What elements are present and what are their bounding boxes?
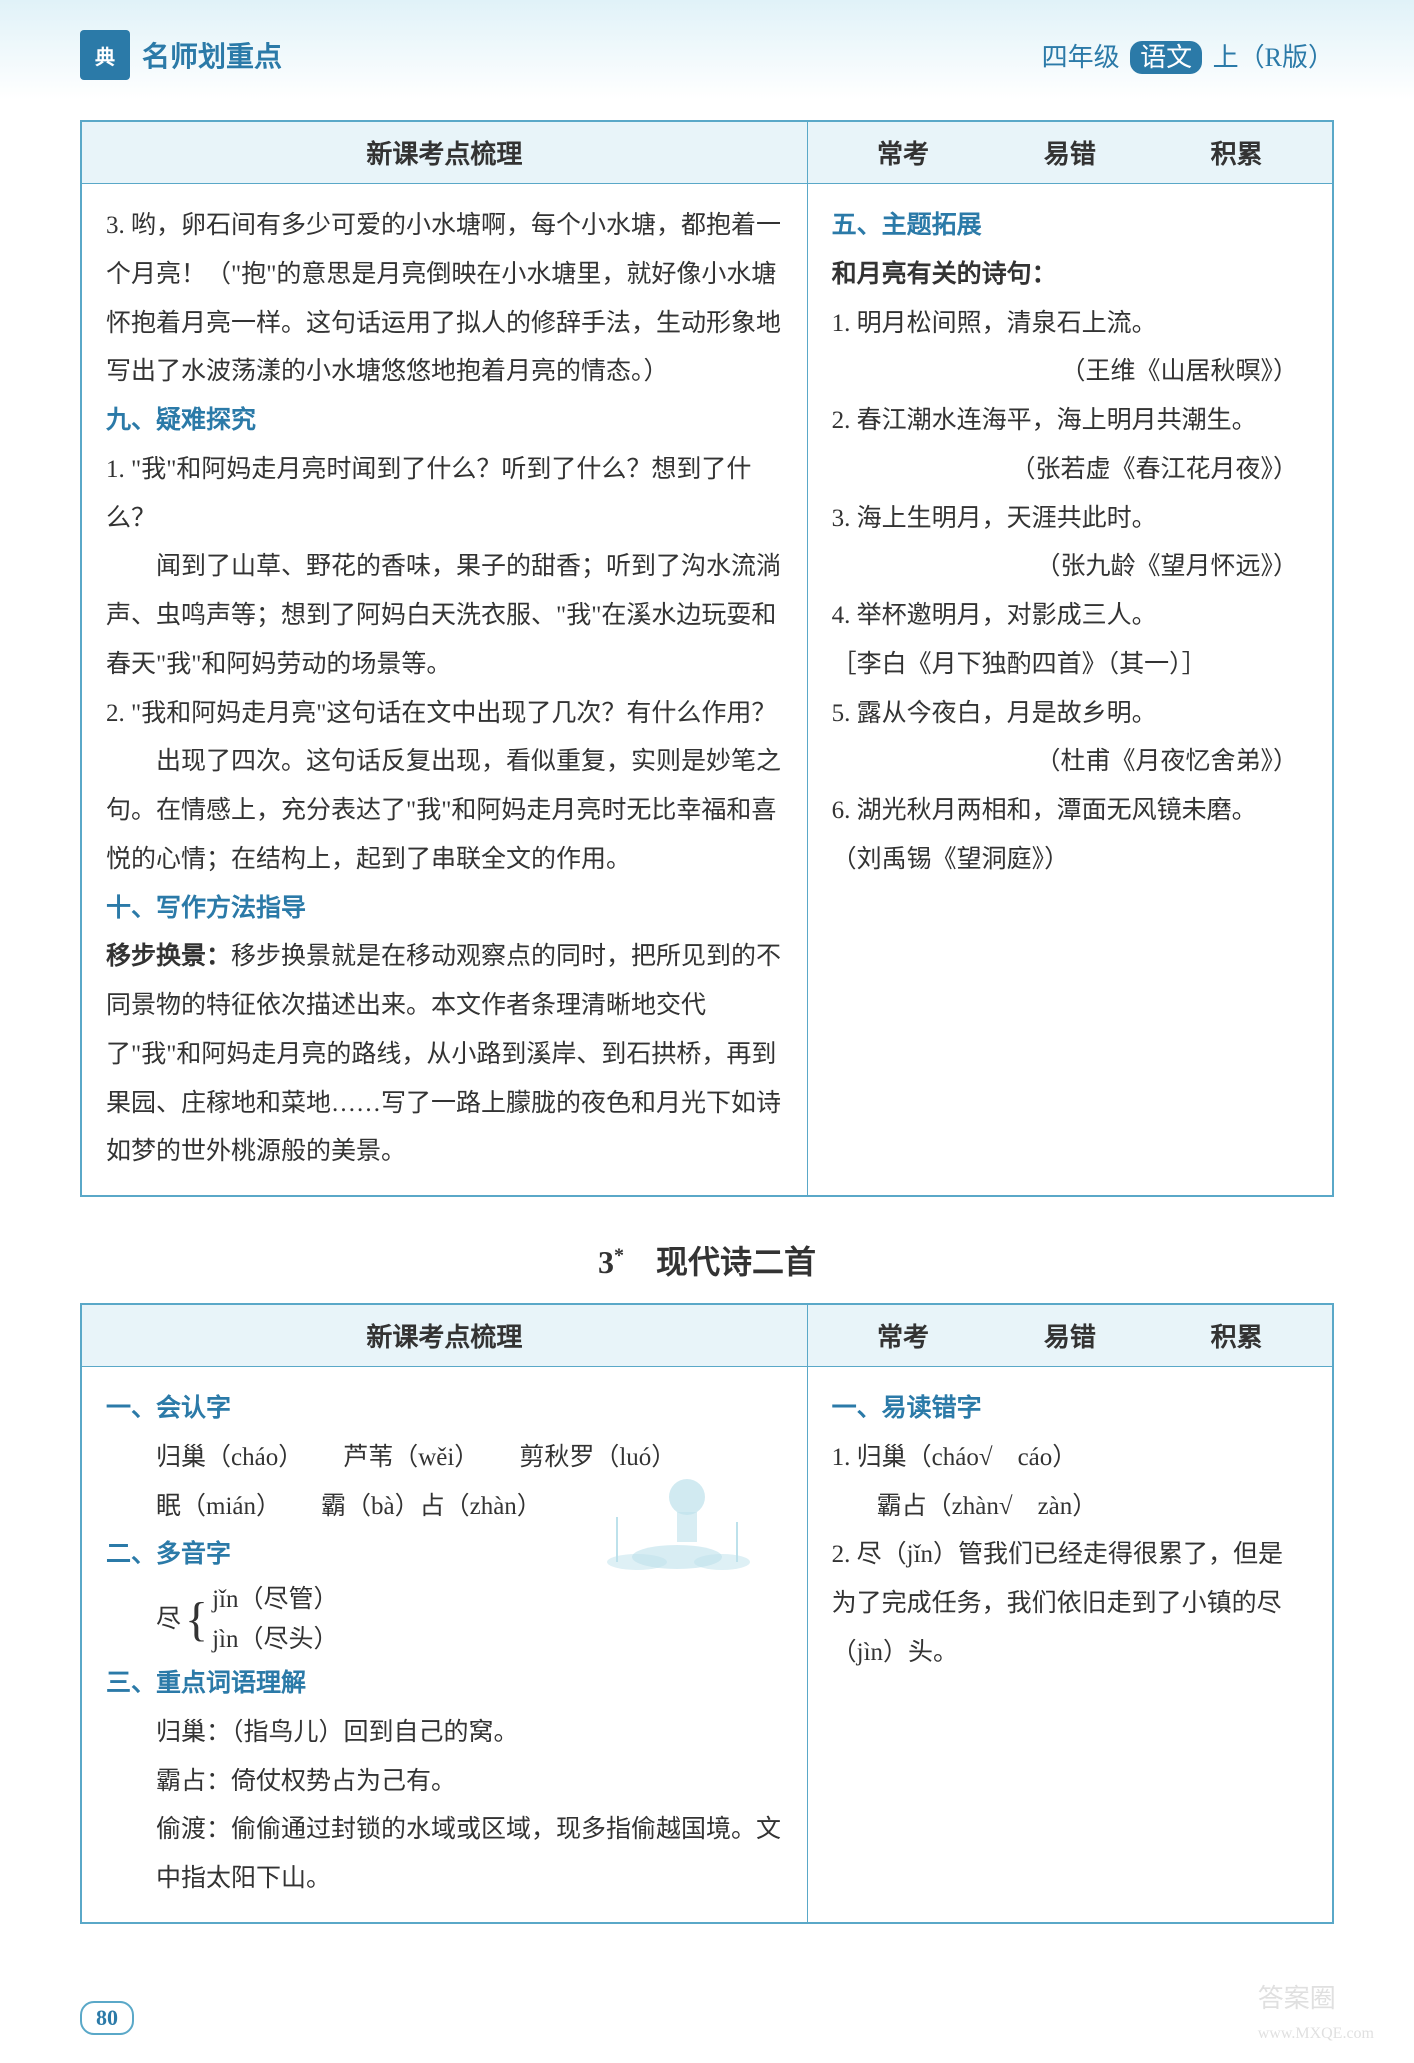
poem-text: 湖光秋月两相和，潭面无风镜未磨。 — [857, 797, 1257, 824]
poem-5: 5. 露从今夜白，月是故乡明。 — [832, 690, 1308, 739]
decorative-illustration — [577, 1427, 777, 1577]
multi-opt2: jìn（尽头） — [212, 1620, 338, 1660]
volume-label: 上（R版） — [1213, 43, 1334, 72]
header-title: 名师划重点 — [142, 35, 282, 75]
col-header-r1: 常考 — [877, 1317, 929, 1354]
table-body-row: 3. 哟，卵石间有多少可爱的小水塘啊，每个小水塘，都抱着一个月亮！（"抱"的意思… — [81, 184, 1333, 1197]
lesson-sup: * — [614, 1244, 624, 1266]
col-header-right: 常考 易错 积累 — [807, 121, 1333, 184]
col-header-r2: 易错 — [1044, 1317, 1096, 1354]
word-2: 芦苇（wěi） — [343, 1434, 479, 1483]
sec9-title: 九、疑难探究 — [106, 397, 783, 446]
header-left: 典 名师划重点 — [80, 30, 282, 80]
poem-3: 3. 海上生明月，天涯共此时。 — [832, 495, 1308, 544]
left-cell: 一、会认字 归巢（cháo） 芦苇（wěi） 剪秋罗（luó） 眠（mián） … — [81, 1367, 807, 1923]
content-table-2: 新课考点梳理 常考 易错 积累 一、会认字 归巢（cháo） 芦苇（wěi） 剪… — [80, 1303, 1334, 1924]
def-2: 霸占：倚仗权势占为己有。 — [156, 1758, 783, 1807]
watermark: 答案圈 www.MXQE.com — [1258, 1978, 1374, 2045]
def-1: 归巢：（指鸟儿）回到自己的窝。 — [156, 1709, 783, 1758]
page-number: 80 — [80, 2001, 134, 2035]
sec9-a2: 出现了四次。这句话反复出现，看似重复，实则是妙笔之句。在情感上，充分表达了"我"… — [106, 738, 783, 884]
col-header-r3: 积累 — [1211, 1317, 1263, 1354]
err-1b: 霸占（zhàn√ zàn） — [877, 1483, 1308, 1532]
poem-text: 春江潮水连海平，海上明月共潮生。 — [857, 407, 1257, 434]
right-cell: 一、易读错字 1. 归巢（cháo√ cáo） 霸占（zhàn√ zàn） 2.… — [807, 1367, 1333, 1923]
poem-2: 2. 春江潮水连海平，海上明月共潮生。 — [832, 397, 1308, 446]
poem-num: 4. — [832, 602, 851, 629]
poem-4: 4. 举杯邀明月，对影成三人。 — [832, 592, 1308, 641]
sec10-text: 移步换景就是在移动观察点的同时，把所见到的不同景物的特征依次描述出来。本文作者条… — [106, 943, 781, 1165]
word-4: 眠（mián） — [156, 1483, 281, 1532]
sec5-title: 五、主题拓展 — [832, 202, 1308, 251]
poem-6: 6. 湖光秋月两相和，潭面无风镜未磨。 （刘禹锡《望洞庭》） — [832, 787, 1308, 885]
err-2: 2. 尽（jǐn）管我们已经走得很累了，但是为了完成任务，我们依旧走到了小镇的尽… — [832, 1531, 1308, 1677]
page-header: 典 名师划重点 四年级 语文 上（R版） — [0, 0, 1414, 100]
sec10-label: 移步换景： — [106, 943, 231, 970]
poem-text: 海上生明月，天涯共此时。 — [857, 505, 1157, 532]
poem-num: 1. — [832, 310, 851, 337]
lesson-title: 3* 现代诗二首 — [0, 1237, 1414, 1283]
table-header-row: 新课考点梳理 常考 易错 积累 — [81, 121, 1333, 184]
col-header-r3: 积累 — [1211, 134, 1263, 171]
col-header-left: 新课考点梳理 — [81, 121, 807, 184]
subject-badge: 语文 — [1130, 41, 1202, 74]
left-cell: 3. 哟，卵石间有多少可爱的小水塘啊，每个小水塘，都抱着一个月亮！（"抱"的意思… — [81, 184, 807, 1197]
watermark-url: www.MXQE.com — [1258, 2025, 1374, 2042]
word-1: 归巢（cháo） — [156, 1434, 303, 1483]
lesson-text: 现代诗二首 — [656, 1244, 816, 1280]
poem-5-source: （杜甫《月夜忆舍弟》） — [832, 738, 1308, 787]
multi-sound: 尽 { jǐn（尽管） jìn（尽头） — [156, 1580, 783, 1660]
poem-text: 露从今夜白，月是故乡明。 — [857, 700, 1157, 727]
header-right: 四年级 语文 上（R版） — [1042, 37, 1334, 74]
lesson-num: 3 — [598, 1244, 614, 1280]
poem-num: 2. — [832, 407, 851, 434]
brace-icon: { — [185, 1608, 208, 1632]
content-table-1: 新课考点梳理 常考 易错 积累 3. 哟，卵石间有多少可爱的小水塘啊，每个小水塘… — [80, 120, 1334, 1197]
multi-opt1: jǐn（尽管） — [212, 1580, 338, 1620]
grade-label: 四年级 — [1042, 43, 1120, 72]
poem-num: 5. — [832, 700, 851, 727]
col-header-r1: 常考 — [877, 134, 929, 171]
right-cell: 五、主题拓展 和月亮有关的诗句： 1. 明月松间照，清泉石上流。 （王维《山居秋… — [807, 184, 1333, 1197]
def-3: 偷渡：偷偷通过封锁的水域或区域，现多指偷越国境。文中指太阳下山。 — [156, 1806, 783, 1904]
logo-icon: 典 — [80, 30, 130, 80]
poem-6-source: （刘禹锡《望洞庭》） — [832, 846, 1070, 873]
sec10-title: 十、写作方法指导 — [106, 885, 783, 934]
err-1: 1. 归巢（cháo√ cáo） — [832, 1434, 1308, 1483]
poem-num: 3. — [832, 505, 851, 532]
poem-4-source: ［李白《月下独酌四首》（其一）］ — [832, 641, 1308, 690]
sec9-a1: 闻到了山草、野花的香味，果子的甜香；听到了沟水流淌声、虫鸣声等；想到了阿妈白天洗… — [106, 543, 783, 689]
table-header-row: 新课考点梳理 常考 易错 积累 — [81, 1304, 1333, 1367]
sec9-q1: 1. "我"和阿妈走月亮时闻到了什么？听到了什么？想到了什么？ — [106, 446, 783, 544]
table-body-row: 一、会认字 归巢（cháo） 芦苇（wěi） 剪秋罗（luó） 眠（mián） … — [81, 1367, 1333, 1923]
poem-1: 1. 明月松间照，清泉石上流。 — [832, 300, 1308, 349]
sec10-body: 移步换景：移步换景就是在移动观察点的同时，把所见到的不同景物的特征依次描述出来。… — [106, 933, 783, 1177]
col-header-right: 常考 易错 积累 — [807, 1304, 1333, 1367]
watermark-text: 答案圈 — [1258, 1984, 1336, 2013]
word-5: 霸（bà）占（zhàn） — [321, 1483, 542, 1532]
sec1-title-r: 一、易读错字 — [832, 1385, 1308, 1434]
col-header-left: 新课考点梳理 — [81, 1304, 807, 1367]
poem-2-source: （张若虚《春江花月夜》） — [832, 446, 1308, 495]
item-3: 3. 哟，卵石间有多少可爱的小水塘啊，每个小水塘，都抱着一个月亮！（"抱"的意思… — [106, 202, 783, 397]
col-header-r2: 易错 — [1044, 134, 1096, 171]
poem-num: 6. — [832, 797, 851, 824]
sec5-subtitle: 和月亮有关的诗句： — [832, 251, 1308, 300]
multi-char: 尽 — [156, 1596, 181, 1645]
page-container: 典 名师划重点 四年级 语文 上（R版） 新课考点梳理 常考 易错 积累 3. … — [0, 0, 1414, 2063]
sec9-q2: 2. "我和阿妈走月亮"这句话在文中出现了几次？有什么作用？ — [106, 690, 783, 739]
poem-text: 举杯邀明月，对影成三人。 — [857, 602, 1157, 629]
poem-text: 明月松间照，清泉石上流。 — [857, 310, 1157, 337]
poem-3-source: （张九龄《望月怀远》） — [832, 543, 1308, 592]
sec3-title: 三、重点词语理解 — [106, 1660, 783, 1709]
poem-1-source: （王维《山居秋暝》） — [832, 348, 1308, 397]
